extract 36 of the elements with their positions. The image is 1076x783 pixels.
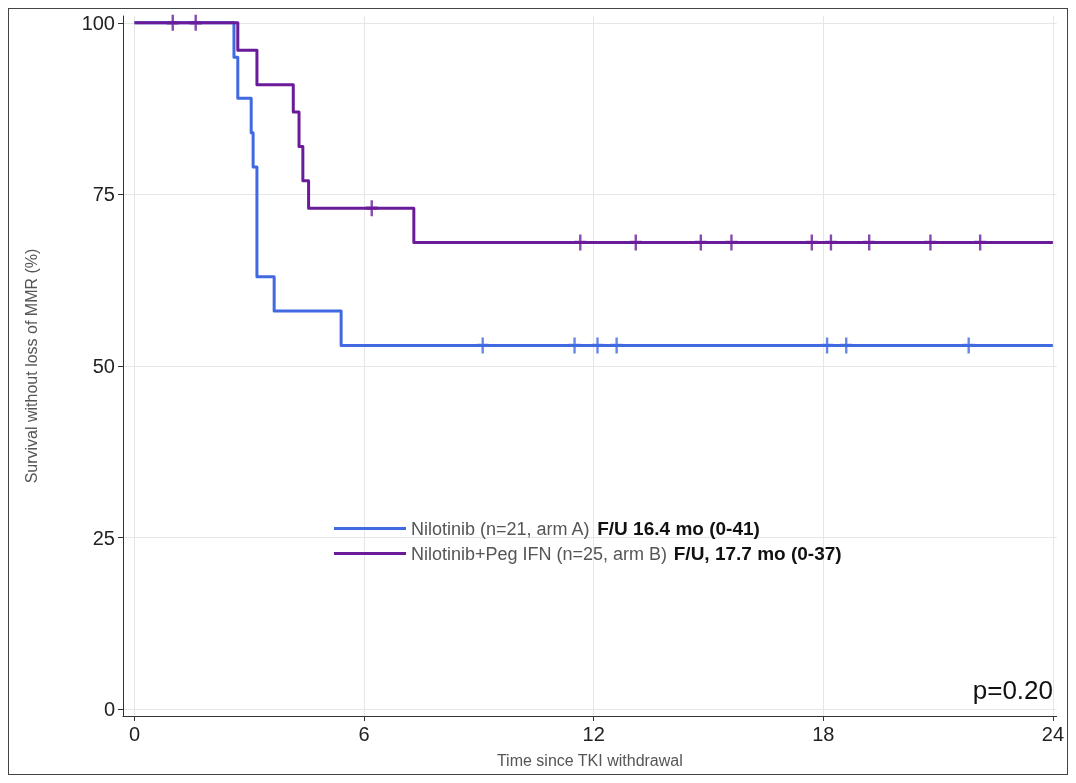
- point: [805, 234, 818, 251]
- y-axis-title: Survival without loss of MMR (%): [22, 248, 40, 484]
- point: [840, 337, 853, 354]
- x-tick-label: 0: [128, 723, 141, 745]
- point: [924, 234, 937, 251]
- point: [476, 337, 489, 354]
- point: [189, 14, 202, 31]
- x-tick-label: 24: [1041, 723, 1064, 745]
- y-tick-label: 25: [92, 526, 115, 549]
- y-tick-label: 50: [92, 355, 115, 377]
- point: [821, 337, 834, 354]
- annotation: p=0.20: [972, 675, 1053, 705]
- x-axis-title: Time since TKI withdrawal: [496, 751, 683, 769]
- legend-label: Nilotinib (n=21, arm A): [411, 518, 590, 539]
- annotation: F/U, 17.7 mo (0-37): [673, 543, 842, 564]
- x-tick-label: 18: [812, 723, 835, 745]
- point: [365, 200, 378, 217]
- point: [962, 337, 975, 354]
- point: [591, 337, 604, 354]
- point: [574, 234, 587, 251]
- x-tick-label: 12: [582, 723, 605, 745]
- point: [824, 234, 837, 251]
- y-tick-label: 0: [103, 698, 115, 721]
- point: [974, 234, 987, 251]
- point: [725, 234, 738, 251]
- annotation: F/U 16.4 mo (0-41): [597, 518, 760, 539]
- point: [629, 234, 642, 251]
- point: [610, 337, 623, 354]
- y-tick-label: 75: [92, 183, 115, 206]
- legend-label: Nilotinib+Peg IFN (n=25, arm B): [411, 543, 668, 564]
- point: [863, 234, 876, 251]
- point: [694, 234, 707, 251]
- point: [166, 14, 179, 31]
- x-tick-label: 6: [358, 723, 370, 745]
- y-tick-label: 100: [81, 11, 115, 34]
- point: [568, 337, 581, 354]
